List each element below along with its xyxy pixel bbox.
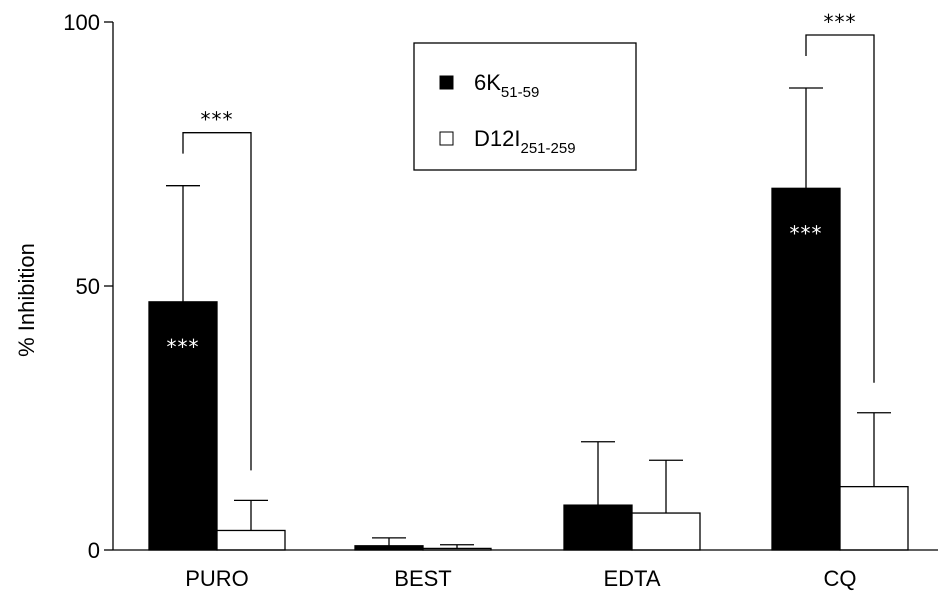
y-axis-label: % Inhibition [14, 243, 39, 357]
significance-bracket-cq [805, 34, 875, 383]
legend-swatch-series-1 [439, 75, 454, 90]
x-tick-label-best: BEST [394, 566, 451, 591]
x-tick-label-edta: EDTA [603, 566, 660, 591]
significance-label-cq: *** [824, 10, 857, 34]
legend-subscript-series-2: 251-259 [520, 140, 575, 157]
bar-puro-series-1 [148, 301, 218, 551]
y-tick-label-0: 0 [88, 538, 100, 563]
significance-label-puro: *** [201, 108, 234, 132]
y-tick-label-100: 100 [63, 10, 100, 35]
significance-in-bar-cq: *** [790, 221, 823, 245]
y-tick-label-50: 50 [76, 274, 100, 299]
legend-swatch-series-2 [439, 131, 454, 146]
bar-cq-series-2 [839, 485, 909, 551]
bar-puro-series-2 [216, 529, 286, 551]
significance-in-bar-puro: *** [167, 335, 200, 359]
bar-edta-series-2 [631, 512, 701, 551]
bar-edta-series-1 [563, 504, 633, 551]
legend-box [413, 42, 637, 171]
x-tick-label-puro: PURO [185, 566, 249, 591]
significance-bracket-puro [182, 132, 252, 471]
x-tick-label-cq: CQ [824, 566, 857, 591]
bar-cq-series-1 [771, 187, 841, 551]
legend-subscript-series-1: 51-59 [501, 84, 539, 101]
